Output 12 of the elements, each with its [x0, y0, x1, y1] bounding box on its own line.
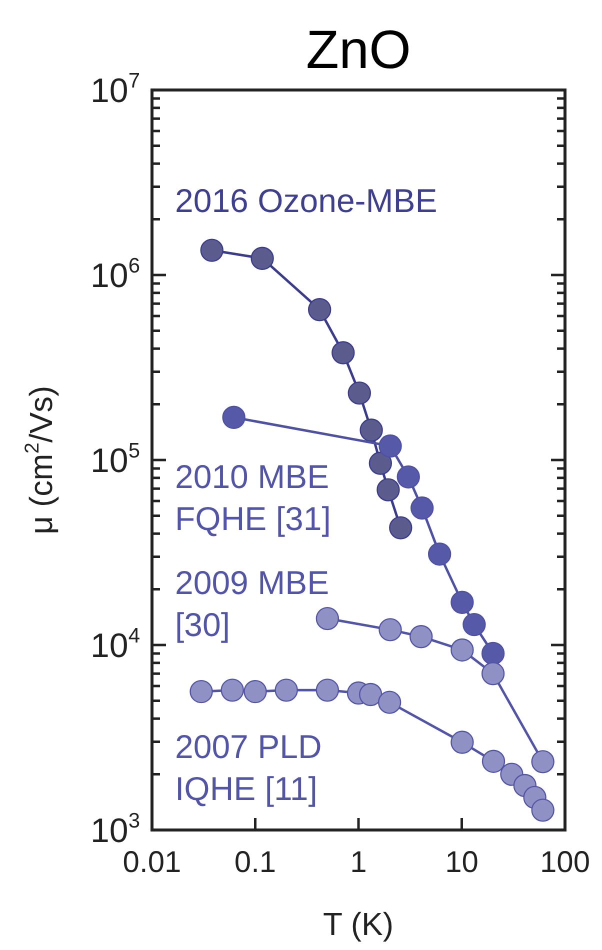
- series-label: 2007 PLD IQHE [11]: [175, 728, 322, 807]
- x-tick-label: 0.1: [234, 846, 276, 879]
- x-tick-label: 1: [350, 846, 367, 879]
- x-axis-title: T (K): [322, 906, 394, 942]
- y-axis-title: μ (cm2/Vs): [22, 386, 59, 534]
- x-tick-label: 0.01: [122, 846, 182, 879]
- series-label: 2016 Ozone-MBE: [175, 182, 438, 219]
- x-tick-label: 10: [445, 846, 478, 879]
- series-label: 2010 MBE FQHE [31]: [175, 458, 331, 537]
- chart-title: ZnO: [306, 20, 412, 80]
- series-label: 2009 MBE [30]: [175, 564, 330, 643]
- x-tick-label: 100: [540, 846, 590, 879]
